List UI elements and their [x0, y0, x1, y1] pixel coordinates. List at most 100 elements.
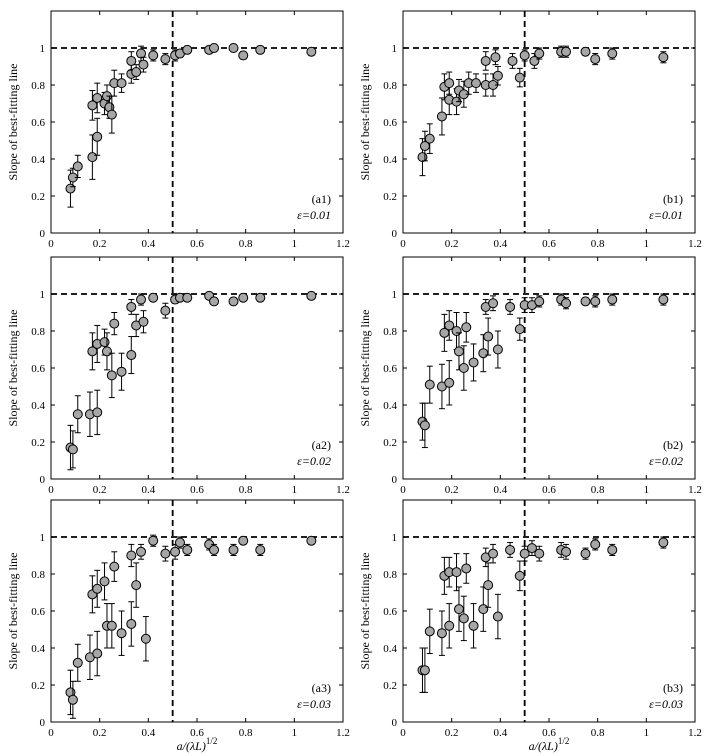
data-point	[306, 535, 317, 546]
point-marker	[424, 626, 435, 637]
data-point	[87, 134, 98, 180]
x-tick-label: 0	[400, 484, 406, 496]
point-marker	[505, 301, 516, 312]
plot-frame	[50, 256, 344, 480]
data-point	[492, 330, 503, 369]
point-marker	[658, 294, 669, 305]
x-tick-label: 1	[292, 727, 298, 739]
point-marker	[306, 535, 317, 546]
data-point	[607, 293, 618, 306]
data-point	[492, 66, 503, 86]
point-marker	[209, 43, 220, 53]
x-tick-label: 0.4	[493, 484, 507, 496]
x-tick-label: 0.2	[445, 484, 459, 496]
data-point	[488, 543, 499, 564]
panel-a1: 0 0.2 0.4 0.6 0.8 1 1.2 0 0.2 0.4 0.6 0.8 1 (a1) ε=0.0…	[6, 10, 350, 250]
data-point	[238, 50, 249, 61]
data-point	[519, 49, 530, 62]
point-marker	[488, 548, 499, 559]
x-axis-title: a/(λL)1/2	[177, 736, 218, 753]
data-point	[507, 53, 518, 69]
data-point	[483, 562, 494, 608]
data-point	[580, 46, 591, 57]
data-point	[561, 543, 572, 560]
epsilon-label: ε=0.01	[297, 208, 331, 222]
point-marker	[514, 72, 525, 83]
point-marker	[255, 544, 266, 555]
y-tick-label: 1	[392, 289, 398, 301]
x-tick-label: 0.8	[591, 727, 605, 739]
data-point	[174, 292, 185, 303]
point-marker	[92, 583, 103, 594]
point-marker	[505, 544, 516, 555]
data-point	[306, 46, 317, 57]
x-tick-label: 0.8	[591, 484, 605, 496]
point-marker	[468, 357, 479, 368]
x-tick-label: 1	[644, 484, 650, 496]
y-tick-label: 0	[40, 228, 46, 240]
point-marker	[580, 548, 591, 559]
data-point	[658, 536, 669, 549]
point-marker	[607, 544, 618, 555]
point-marker	[306, 46, 317, 57]
point-marker	[483, 331, 494, 342]
panel-tag: (a1)	[312, 192, 331, 206]
panel-a2: 0 0.2 0.4 0.6 0.8 1 1.2 0 0.2 0.4 0.6 0.8 1 (a2) ε=0.0…	[6, 256, 350, 496]
x-tick-label: 0.8	[239, 727, 253, 739]
y-tick-label: 1	[40, 532, 46, 544]
data-point	[436, 97, 447, 136]
point-marker	[436, 628, 447, 639]
point-marker	[471, 78, 481, 89]
y-axis-title: Slope of best-fitting line	[358, 310, 372, 427]
data-point	[488, 295, 499, 312]
point-marker	[67, 444, 78, 455]
data-point	[116, 352, 127, 391]
y-tick-label: 0	[392, 228, 398, 240]
data-point	[534, 47, 545, 60]
data-point	[87, 332, 98, 371]
data-point	[92, 82, 103, 114]
point-marker	[126, 550, 137, 561]
point-marker	[590, 539, 601, 550]
point-marker	[444, 78, 455, 89]
data-point	[182, 44, 193, 55]
x-tick-label: 0.4	[493, 238, 507, 250]
panel-tag: (b1)	[663, 192, 683, 206]
point-marker	[607, 294, 618, 305]
y-tick-label: 0	[40, 474, 46, 486]
point-marker	[238, 292, 249, 303]
data-point	[228, 543, 239, 556]
data-point	[463, 71, 474, 95]
data-point	[238, 535, 249, 546]
data-point	[209, 43, 220, 53]
point-marker	[99, 576, 110, 587]
data-point	[424, 365, 435, 404]
point-marker	[92, 92, 103, 103]
data-point	[131, 313, 142, 338]
data-point	[182, 292, 193, 303]
point-marker	[658, 537, 669, 548]
point-marker	[106, 109, 117, 120]
x-tick-label: 0	[48, 238, 54, 250]
point-marker	[658, 52, 669, 63]
panel-tag: (b3)	[663, 681, 683, 695]
x-tick-label: 0.6	[190, 484, 204, 496]
data-point	[84, 391, 95, 437]
point-marker	[72, 409, 83, 420]
data-point	[424, 123, 435, 154]
point-marker	[136, 48, 147, 59]
x-tick-label: 1.2	[336, 484, 350, 496]
x-tick-label: 0.4	[141, 727, 155, 739]
point-marker	[507, 55, 518, 66]
y-tick-label: 0.2	[383, 680, 397, 692]
data-point	[519, 545, 530, 562]
point-marker	[106, 620, 117, 631]
x-tick-label: 0.6	[190, 238, 204, 250]
data-point	[534, 545, 545, 562]
y-tick-label: 0.8	[31, 80, 45, 92]
data-point	[255, 543, 266, 556]
y-tick-label: 0.8	[383, 569, 397, 581]
data-point	[514, 67, 525, 88]
data-point	[436, 610, 447, 656]
x-tick-label: 0	[400, 238, 406, 250]
